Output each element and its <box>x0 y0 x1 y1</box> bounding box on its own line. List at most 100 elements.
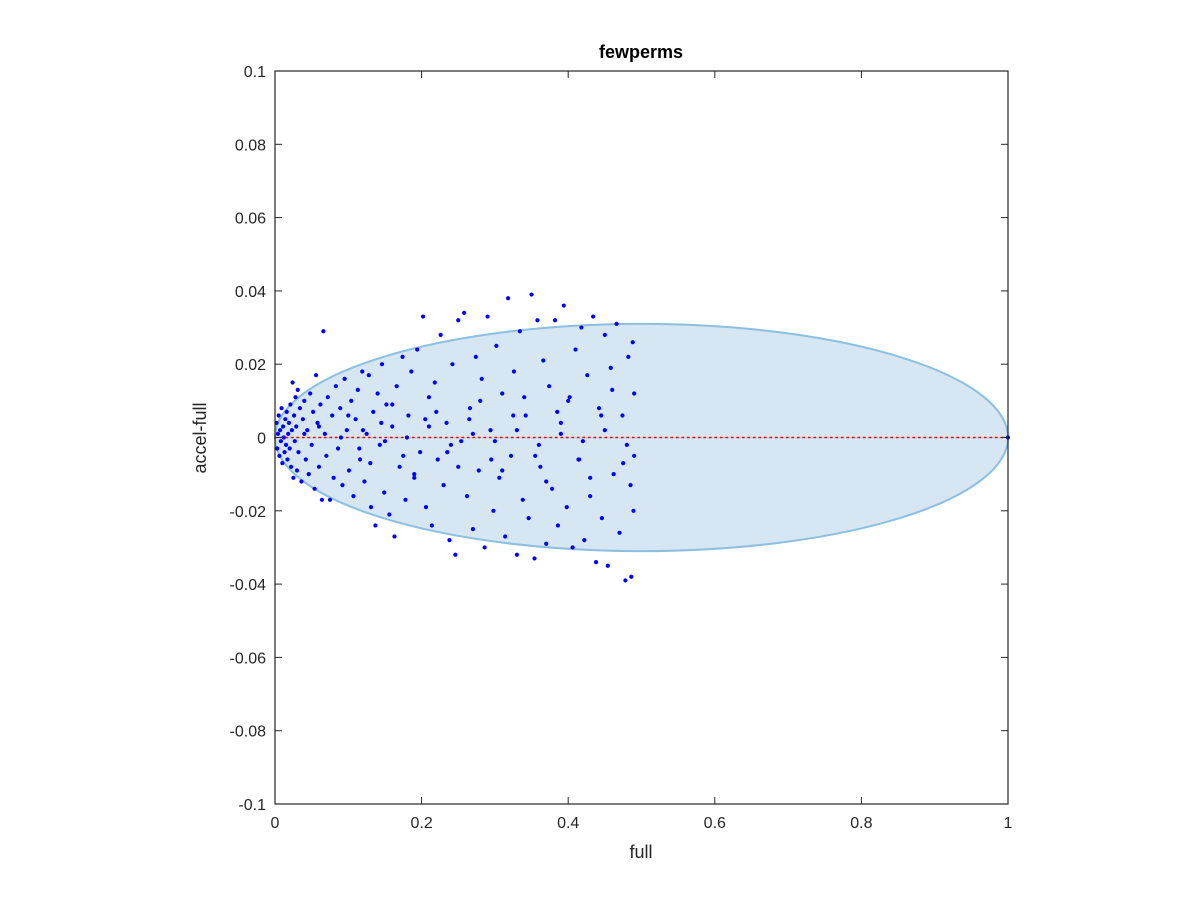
x-tick-label: 0.2 <box>410 815 432 832</box>
data-point <box>286 431 291 436</box>
data-point <box>588 494 593 499</box>
data-point <box>497 475 502 480</box>
data-point <box>368 461 373 466</box>
data-point <box>325 395 330 400</box>
data-point <box>324 453 329 458</box>
data-point <box>297 406 303 411</box>
data-point <box>355 387 360 392</box>
data-point <box>426 424 432 429</box>
data-point <box>289 464 294 469</box>
data-point <box>459 439 464 444</box>
x-tick-label: 0.4 <box>557 815 579 832</box>
data-point <box>456 464 461 469</box>
data-point <box>533 453 538 458</box>
data-point <box>360 369 365 374</box>
data-point <box>327 497 333 502</box>
data-point <box>377 442 382 447</box>
data-point <box>505 296 511 301</box>
data-point <box>316 424 322 429</box>
y-tick-label: -0.08 <box>230 724 267 741</box>
data-point <box>520 497 525 502</box>
data-point <box>478 398 483 403</box>
data-point <box>488 428 493 433</box>
data-point <box>292 439 297 444</box>
data-point <box>283 417 288 422</box>
data-point <box>289 428 294 433</box>
data-point <box>476 468 481 473</box>
data-point <box>303 457 308 462</box>
data-point <box>313 373 319 378</box>
data-point <box>278 428 283 433</box>
data-point <box>435 457 440 462</box>
data-point <box>621 461 626 466</box>
data-point <box>330 413 335 418</box>
data-point <box>432 380 437 385</box>
data-point <box>544 479 549 484</box>
data-point <box>535 318 540 323</box>
data-point <box>401 453 406 458</box>
data-point <box>321 329 326 334</box>
data-point <box>434 409 439 414</box>
data-point <box>470 527 476 532</box>
data-point <box>394 384 399 389</box>
data-point <box>277 453 282 458</box>
data-point <box>552 318 558 323</box>
data-point <box>357 446 362 451</box>
data-point <box>295 387 300 392</box>
data-point <box>379 420 384 425</box>
data-point <box>629 574 634 579</box>
data-point <box>591 314 596 319</box>
data-point <box>309 442 314 447</box>
data-point <box>470 431 476 436</box>
data-point <box>299 479 304 484</box>
data-point <box>351 494 356 499</box>
data-point <box>579 325 584 330</box>
data-point <box>566 398 571 403</box>
axes: 0 0.2 0.4 0.6 0.8 1 -0.1 -0.08 -0.06 -0.04 -0.02 0 0… <box>230 64 1013 832</box>
data-point <box>282 450 287 455</box>
data-point <box>564 505 569 510</box>
data-point <box>532 556 537 561</box>
data-point <box>549 486 555 491</box>
data-point <box>403 497 408 502</box>
data-point <box>547 384 552 389</box>
data-point <box>280 424 286 429</box>
data-point <box>514 552 519 557</box>
data-point <box>280 461 285 466</box>
data-point <box>624 442 629 447</box>
data-point <box>602 332 607 337</box>
data-point <box>511 369 517 374</box>
data-point <box>494 343 499 348</box>
y-tick-label: 0 <box>257 431 266 448</box>
data-point <box>577 457 582 462</box>
data-point <box>585 373 590 378</box>
y-tick-label: -0.04 <box>230 577 267 594</box>
data-point <box>467 417 472 422</box>
data-point <box>456 318 461 323</box>
data-point <box>632 453 637 458</box>
data-point <box>346 468 352 473</box>
data-point <box>558 420 563 425</box>
data-point <box>308 391 313 396</box>
scatter-points <box>274 292 1011 583</box>
data-point <box>335 446 341 451</box>
data-point <box>599 516 605 521</box>
data-point <box>573 347 578 352</box>
data-point <box>291 413 297 418</box>
data-point <box>338 406 343 411</box>
data-point <box>291 475 296 480</box>
data-point <box>293 395 298 400</box>
data-point <box>379 362 385 367</box>
data-point <box>319 497 325 502</box>
data-point <box>333 384 338 389</box>
data-point <box>338 435 344 440</box>
data-point <box>353 417 358 422</box>
data-point <box>544 541 549 546</box>
x-tick-label: 1 <box>1004 815 1013 832</box>
y-tick-label: 0.1 <box>244 64 266 81</box>
data-point <box>346 413 351 418</box>
data-point <box>409 369 414 374</box>
data-point <box>294 424 299 429</box>
data-point <box>567 395 572 400</box>
data-point <box>508 453 514 458</box>
